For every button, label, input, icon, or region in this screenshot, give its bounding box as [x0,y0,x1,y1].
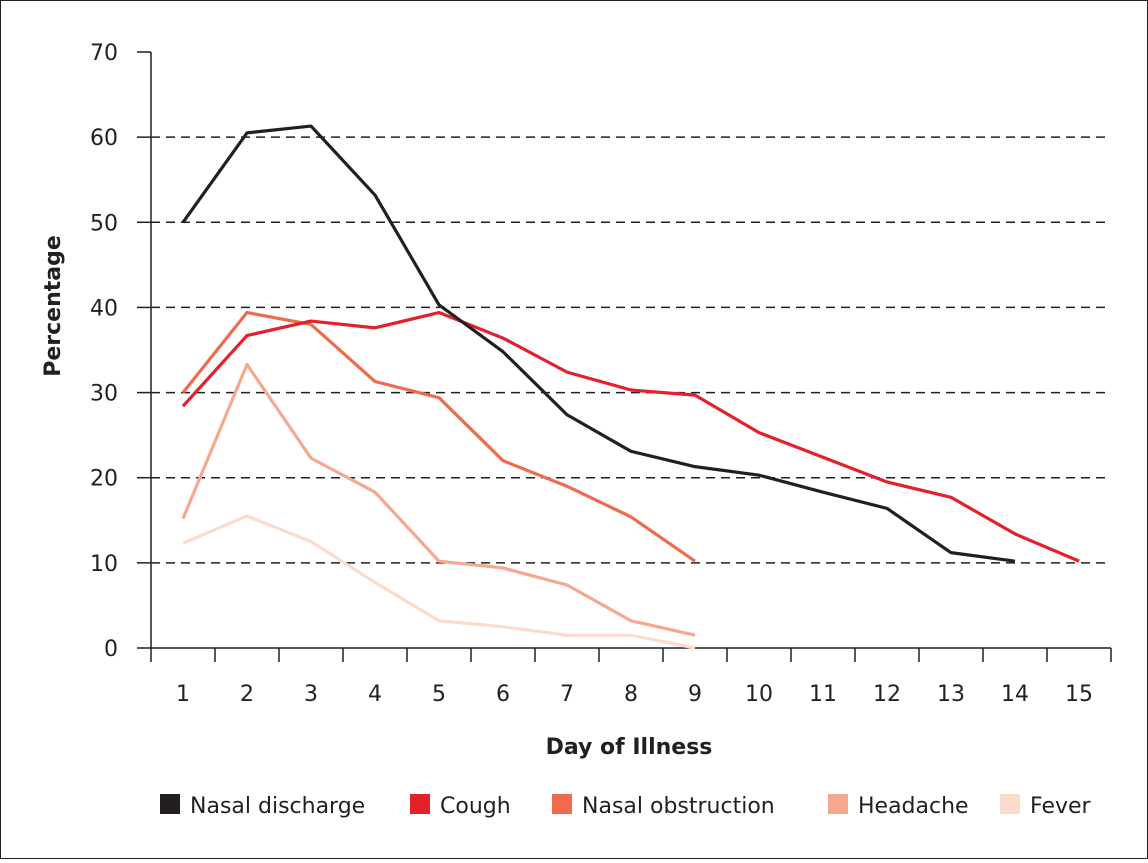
x-axis-title: Day of Illness [546,735,713,760]
legend-item: Nasal discharge [160,794,365,819]
x-tick-label: 13 [937,682,965,707]
legend-label: Nasal obstruction [582,794,775,819]
legend-item: Fever [1000,794,1092,819]
y-tick-label: 60 [90,126,118,151]
legend-swatch [160,794,180,814]
x-tick-label: 15 [1065,682,1093,707]
x-tick-label: 7 [560,682,574,707]
y-tick-label: 40 [90,296,118,321]
y-tick-label: 20 [90,467,118,492]
legend-item: Nasal obstruction [552,794,775,819]
legend-label: Fever [1030,794,1092,819]
x-tick-label: 10 [745,682,773,707]
legend-swatch [828,794,848,814]
x-tick-label: 12 [873,682,901,707]
legend-item: Cough [410,794,511,819]
y-tick-label: 10 [90,552,118,577]
x-tick-label: 1 [176,682,190,707]
series-line-nasal-discharge [181,124,1016,563]
x-tick-label: 14 [1001,682,1029,707]
y-tick-label: 70 [90,41,118,66]
legend-label: Headache [858,794,969,819]
series-line-headache [181,362,696,637]
legend-label: Nasal discharge [190,794,365,819]
x-tick-label: 9 [688,682,702,707]
legend-swatch [552,794,572,814]
legend-swatch [1000,794,1020,814]
x-tick-label: 8 [624,682,638,707]
legend: Nasal discharge Cough Nasal obstruction Hea… [160,794,1092,819]
x-tick-label: 2 [240,682,254,707]
legend-label: Cough [440,794,511,819]
x-tick-label: 4 [368,682,382,707]
gridlines [151,136,1108,564]
x-tick-label: 3 [304,682,318,707]
x-tick-label: 6 [496,682,510,707]
x-tick-label: 11 [809,682,837,707]
x-tick-label: 5 [432,682,446,707]
legend-item: Headache [828,794,969,819]
legend-swatch [410,794,430,814]
series-line-nasal-obstruction [181,310,696,563]
series-line-fever [182,514,696,650]
y-axis-title: Percentage [41,235,66,377]
y-tick-label: 0 [104,637,118,662]
y-tick-label: 30 [90,382,118,407]
series-lines [181,124,1080,650]
series-line-cough [181,310,1080,563]
y-tick-label: 50 [90,211,118,236]
